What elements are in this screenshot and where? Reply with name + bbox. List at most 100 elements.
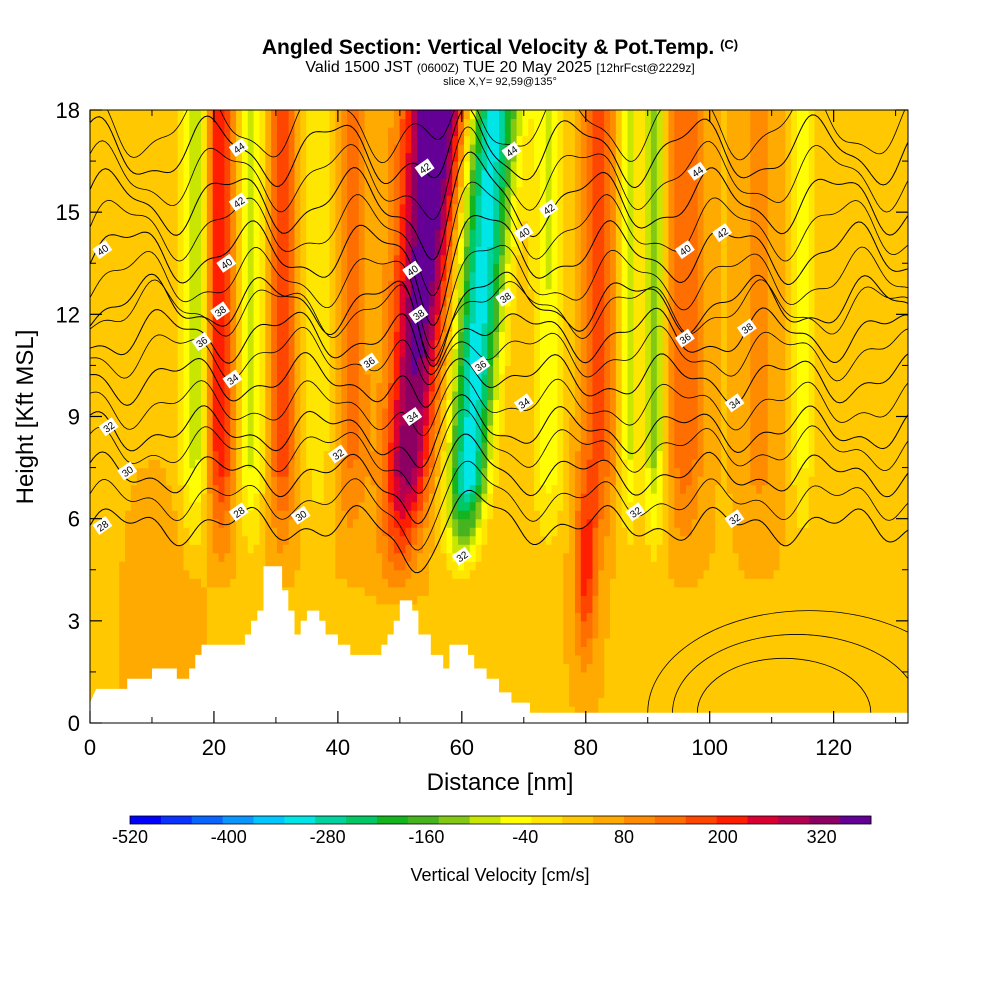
velocity-cell (101, 271, 109, 281)
velocity-cell (148, 373, 155, 384)
velocity-cell (276, 356, 284, 367)
velocity-cell (446, 186, 453, 196)
velocity-cell (481, 390, 488, 401)
velocity-cell (458, 493, 465, 503)
velocity-cell (265, 135, 272, 145)
velocity-cell (481, 305, 488, 315)
velocity-cell (90, 356, 97, 367)
velocity-cell (125, 365, 132, 375)
velocity-cell (475, 322, 483, 332)
velocity-cell (276, 297, 284, 307)
velocity-cell (107, 629, 114, 639)
velocity-cell (282, 552, 290, 562)
velocity-cell (253, 127, 261, 137)
velocity-cell (352, 407, 360, 418)
velocity-cell (481, 425, 488, 435)
velocity-cell (206, 544, 214, 554)
velocity-cell (201, 348, 208, 358)
velocity-cell (113, 356, 120, 367)
velocity-cell (405, 390, 412, 401)
velocity-cell (189, 127, 196, 137)
velocity-cell (288, 527, 296, 537)
velocity-cell (428, 280, 436, 290)
velocity-cell (171, 186, 179, 196)
velocity-cell (224, 195, 231, 205)
velocity-cell (370, 322, 377, 332)
velocity-cell (288, 484, 296, 494)
velocity-cell (241, 229, 249, 239)
velocity-cell (376, 450, 383, 460)
velocity-cell (177, 178, 185, 188)
velocity-cell (136, 612, 144, 622)
velocity-cell (230, 561, 237, 571)
velocity-cell (463, 339, 471, 349)
velocity-cell (136, 365, 144, 375)
velocity-cell (107, 578, 114, 588)
velocity-cell (107, 501, 114, 511)
velocity-cell (224, 288, 231, 298)
velocity-cell (370, 425, 377, 435)
velocity-cell (288, 518, 296, 528)
velocity-cell (265, 493, 272, 503)
velocity-cell (475, 186, 483, 196)
velocity-cell (189, 135, 196, 145)
velocity-cell (364, 510, 372, 520)
velocity-cell (183, 535, 190, 545)
velocity-cell (294, 152, 301, 162)
velocity-cell (271, 331, 278, 341)
velocity-cell (119, 220, 126, 230)
velocity-cell (382, 467, 389, 477)
velocity-cell (136, 390, 144, 401)
velocity-cell (411, 476, 418, 486)
velocity-cell (335, 339, 342, 349)
velocity-cell (428, 178, 436, 188)
velocity-cell (201, 161, 208, 171)
velocity-cell (230, 476, 237, 486)
velocity-cell (417, 271, 424, 281)
velocity-cell (428, 331, 436, 341)
velocity-cell (189, 348, 196, 358)
velocity-cell (405, 578, 412, 588)
velocity-cell (183, 620, 190, 630)
velocity-cell (428, 186, 436, 196)
velocity-cell (364, 442, 372, 452)
velocity-cell (329, 578, 336, 588)
velocity-cell (125, 169, 132, 179)
velocity-cell (463, 595, 471, 605)
velocity-cell (475, 382, 483, 392)
velocity-cell (312, 501, 319, 511)
velocity-cell (101, 229, 109, 239)
velocity-cell (282, 169, 290, 179)
velocity-cell (160, 544, 167, 554)
velocity-cell (393, 476, 401, 486)
velocity-cell (300, 569, 307, 579)
velocity-cell (195, 144, 202, 154)
velocity-cell (276, 390, 284, 401)
velocity-cell (370, 561, 377, 571)
velocity-cell (265, 118, 272, 128)
velocity-cell (370, 118, 377, 128)
velocity-cell (224, 561, 231, 571)
velocity-cell (423, 203, 430, 213)
velocity-cell (171, 603, 179, 613)
velocity-cell (364, 144, 372, 154)
velocity-cell (154, 595, 161, 605)
velocity-cell (312, 399, 319, 409)
velocity-cell (288, 169, 296, 179)
velocity-cell (101, 620, 109, 630)
velocity-cell (189, 561, 196, 571)
velocity-cell (347, 629, 354, 639)
velocity-cell (306, 390, 313, 401)
velocity-cell (282, 178, 290, 188)
velocity-cell (130, 637, 138, 647)
velocity-cell (487, 220, 494, 230)
velocity-cell (352, 331, 360, 341)
velocity-cell (382, 135, 389, 145)
velocity-cell (323, 612, 331, 622)
velocity-cell (154, 629, 161, 639)
velocity-cell (481, 603, 488, 613)
velocity-cell (265, 399, 272, 409)
velocity-cell (376, 339, 383, 349)
velocity-cell (165, 297, 173, 307)
velocity-cell (487, 127, 494, 137)
